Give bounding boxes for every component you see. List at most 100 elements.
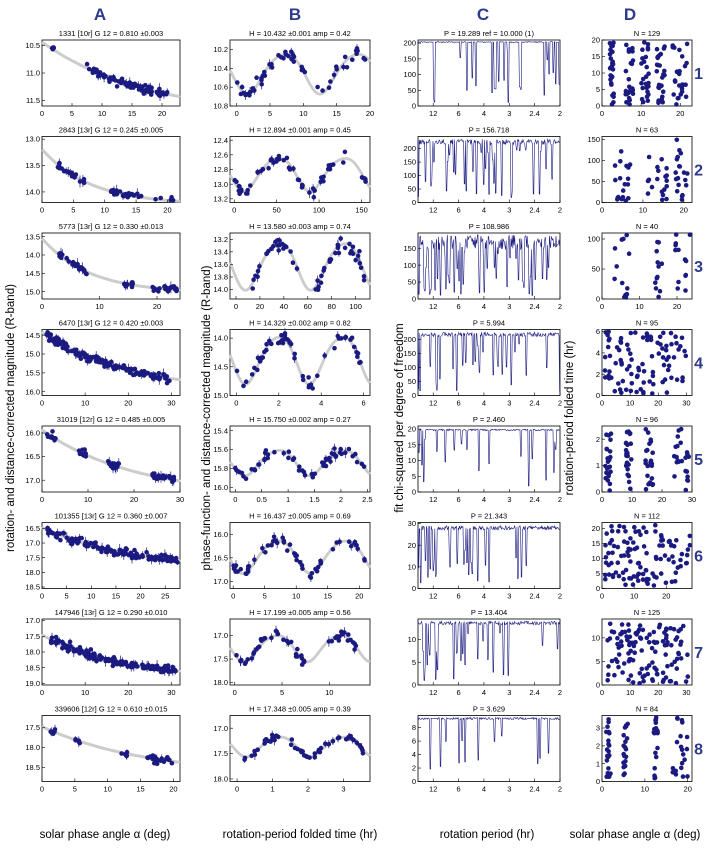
panel-a-row-6-point: [144, 550, 149, 555]
panel-d-row-8-point: [606, 741, 611, 747]
panel-d-row-3-xtick-label: 20: [673, 302, 681, 311]
panel-c-row-2-chi2-curve: [417, 138, 560, 198]
panel-c-row-7-chi2-curve: [417, 620, 560, 681]
panel-d-row-4-point: [651, 381, 656, 387]
panel-d-row-7-point: [606, 672, 611, 677]
panel-d-row-3-point: [673, 241, 679, 246]
panel-d-row-8-point: [684, 746, 690, 752]
panel-d-row-5-point: [678, 440, 683, 446]
panel-d-row-1-point: [629, 61, 635, 67]
panel-d-row-5-xtick-label: 10: [628, 495, 636, 504]
panel-d-row-7-ytick-label: 10: [592, 633, 600, 642]
panel-d-row-6-point: [635, 578, 641, 583]
panel-d-row-1: N = 129 0 10 20 0 5 10 15 20: [592, 29, 693, 118]
panel-d-row-6-point: [604, 531, 609, 536]
ylabel-column-a: rotation- and distance-corrected magnitu…: [5, 284, 17, 552]
panel-d-row-6-point: [626, 553, 631, 559]
panel-d-row-2-point: [655, 164, 660, 170]
panel-b-row-5-ytick-label: 15.8: [213, 464, 228, 473]
panel-b-row-5-point: [265, 452, 271, 457]
panel-c-row-6-chi2-curve: [417, 524, 560, 584]
panel-d-row-2-xtick-label: 20: [680, 206, 688, 215]
panel-d-row-1-point: [656, 100, 661, 106]
panel-a-row-2-xtick-label: 15: [132, 206, 140, 215]
panel-d-row-6-point: [660, 543, 665, 548]
panel-a-row-1-point: [141, 91, 147, 96]
panel-d-row-1-point: [611, 40, 616, 46]
row-number: 5: [694, 452, 703, 469]
panel-c-row-6-xtick-label: 2: [558, 592, 562, 601]
panel-b-row-5-point: [243, 476, 249, 482]
panel-b-row-7-point: [234, 653, 239, 658]
panel-a-row-2-point: [135, 191, 140, 197]
panel-d-row-1-point: [683, 94, 689, 100]
panel-a-row-2-point: [125, 194, 130, 200]
panel-a-row-6-ytick-label: 17.5: [25, 553, 40, 562]
panel-d-row-2-point: [683, 183, 689, 188]
panel-d-row-8-point: [655, 745, 660, 751]
panel-d-row-6-title: N = 112: [634, 512, 660, 521]
panel-b-row-5-ytick-label: 15.6: [213, 445, 228, 454]
panel-b-row-3-point: [315, 287, 321, 293]
panel-d-row-1-point: [630, 45, 635, 51]
panel-c-row-6-ytick-label: 10: [408, 562, 416, 571]
panel-d-row-1-point: [627, 102, 632, 107]
panel-a-row-7-ytick-label: 17.5: [25, 632, 40, 641]
panel-b-row-6-point: [293, 553, 298, 559]
panel-b-row-4-point: [357, 360, 362, 366]
panel-d-row-4-point: [683, 353, 689, 359]
panel-d-row-2-point: [664, 196, 669, 202]
panel-a-row-7-frame: [41, 618, 181, 686]
panel-d-row-7-point: [667, 679, 673, 684]
panel-b-row-4-point: [234, 368, 240, 374]
panel-d-row-1-ytick-label: 15: [592, 52, 600, 61]
panel-c-row-3-xtick-label: 12: [429, 302, 437, 311]
panel-b-row-2-ytick-label: 13.0: [213, 180, 228, 189]
panel-b-row-2-point: [237, 191, 242, 196]
panel-b-row-2-point: [245, 191, 250, 196]
panel-a-row-1-point: [86, 66, 92, 72]
panel-d-row-1-point: [660, 94, 665, 100]
panel-d-row-4-point: [603, 330, 609, 335]
panel-c-row-5-title: P = 2.460: [473, 415, 505, 424]
xlabel-column-c: rotation period (hr): [440, 829, 535, 841]
panel-d-row-6-point: [636, 560, 642, 566]
panel-a-row-1-point: [90, 69, 96, 75]
panel-d-row-8-title: N = 84: [636, 705, 658, 714]
panel-d-row-5-point: [675, 458, 681, 464]
panel-c-row-3-xtick-label: 2.4: [529, 302, 539, 311]
panel-d-row-3-point: [676, 247, 681, 253]
panel-d-row-5-point: [623, 463, 629, 469]
panel-d-row-2-point: [659, 189, 665, 194]
panel-a-row-2-point: [110, 187, 116, 193]
panel-d-row-6-point: [633, 529, 638, 534]
panel-a-row-3-point: [75, 261, 80, 267]
panel-a-row-7-ytick-label: 18.0: [25, 648, 40, 657]
panel-a-row-4-point: [96, 355, 101, 361]
panel-d-row-8-point: [680, 752, 686, 757]
panel-d-row-5-point: [629, 457, 634, 462]
panel-d-row-4-point: [640, 361, 645, 367]
panel-a-row-6-point: [93, 540, 98, 545]
panel-b-row-6-xtick-label: 5: [263, 592, 267, 601]
panel-a-row-5-point: [152, 475, 157, 481]
panel-d-row-1-point: [645, 42, 651, 47]
panel-a-row-6-title: 101355 [13r] G 12 = 0.360 ±0.007: [55, 512, 168, 521]
panel-a-row-6-point: [132, 547, 137, 553]
panel-b-row-8-title: H = 17.348 ±0.005 amp = 0.39: [249, 705, 351, 714]
panel-d-row-3-point: [683, 288, 688, 293]
panel-a-row-3-point: [64, 255, 69, 261]
panel-d-row-2-point: [673, 170, 678, 175]
panel-c-row-8-ytick-label: 6: [412, 737, 416, 746]
panel-d-row-1-point: [658, 51, 664, 57]
panel-d-row-6-point: [620, 570, 626, 575]
panel-a-row-2-ytick-label: 14.0: [25, 188, 40, 197]
panel-a-row-6-point: [69, 541, 75, 547]
panel-d-row-6-point: [641, 544, 647, 549]
panel-a-row-6-point: [82, 542, 88, 547]
panel-b-row-8-xtick-label: 3: [341, 785, 345, 794]
panel-c-row-1-xtick-label: 3: [507, 109, 511, 118]
panel-b-row-5-point: [328, 459, 333, 464]
panel-b-row-8-point: [317, 749, 323, 755]
panel-d-row-5-point: [603, 463, 608, 469]
